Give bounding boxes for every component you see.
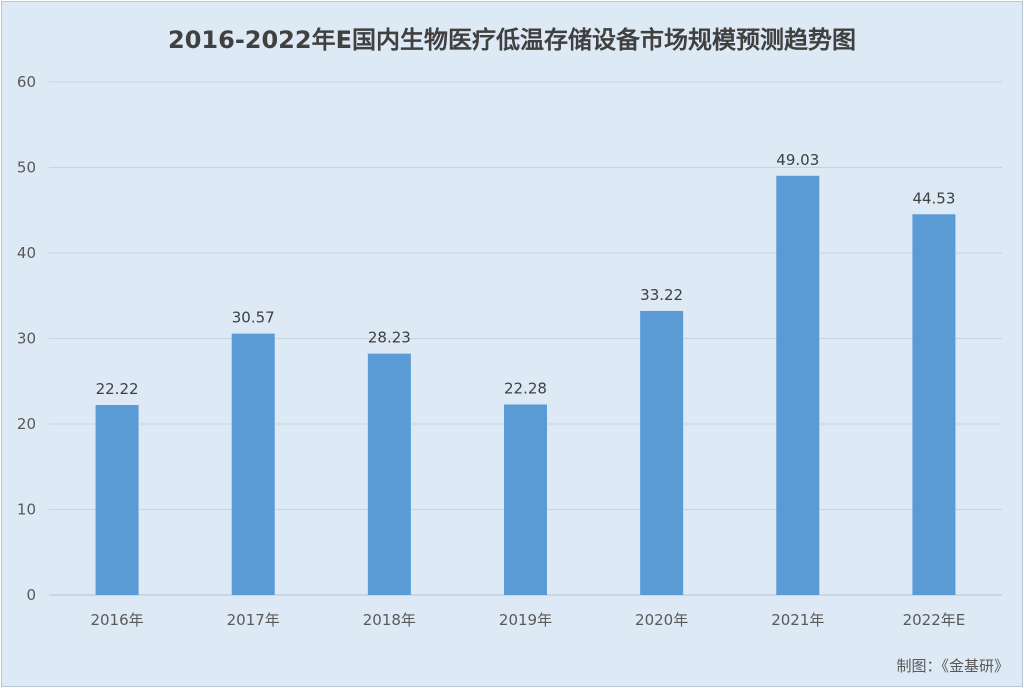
- bar: [367, 353, 411, 595]
- bar: [504, 404, 547, 595]
- x-tick-label: 2016年: [90, 611, 143, 629]
- bar: [640, 310, 684, 595]
- y-tick-label: 0: [26, 586, 36, 604]
- x-tick-label: 2017年: [227, 611, 280, 629]
- data-label: 28.23: [368, 329, 411, 347]
- chart-title: 2016-2022年E国内生物医疗低温存储设备市场规模预测趋势图: [168, 26, 856, 54]
- data-labels: 22.22 30.57 28.23 22.28 33.22 49.03 44.53: [96, 151, 956, 398]
- y-tick-label: 60: [17, 73, 36, 91]
- data-label: 49.03: [776, 151, 819, 169]
- data-label: 22.28: [504, 380, 547, 398]
- x-tick-label: 2020年: [635, 611, 688, 629]
- data-label: 30.57: [232, 309, 275, 327]
- x-tick-label: 2021年: [771, 611, 824, 629]
- y-tick-label: 10: [17, 501, 36, 519]
- data-label: 44.53: [912, 189, 955, 207]
- bar: [95, 405, 139, 595]
- data-label: 33.22: [640, 286, 683, 304]
- y-tick-label: 40: [17, 244, 36, 262]
- bar: [776, 175, 820, 595]
- y-tick-label: 30: [17, 330, 36, 348]
- source-note: 制图：《金基研》: [896, 657, 1009, 675]
- y-tick-label: 20: [17, 415, 36, 433]
- y-tick-label: 50: [17, 159, 36, 177]
- data-label: 22.22: [96, 380, 139, 398]
- x-tick-label: 2022年E: [903, 611, 966, 629]
- x-tick-label: 2019年: [499, 611, 552, 629]
- bar: [231, 333, 275, 595]
- bars: [95, 175, 956, 595]
- x-axis-ticks: 2016年 2017年 2018年 2019年 2020年 2021年 2022年E: [90, 611, 965, 629]
- x-tick-label: 2018年: [363, 611, 416, 629]
- bar: [912, 214, 956, 595]
- y-axis-ticks: 0 10 20 30 40 50 60: [17, 73, 36, 604]
